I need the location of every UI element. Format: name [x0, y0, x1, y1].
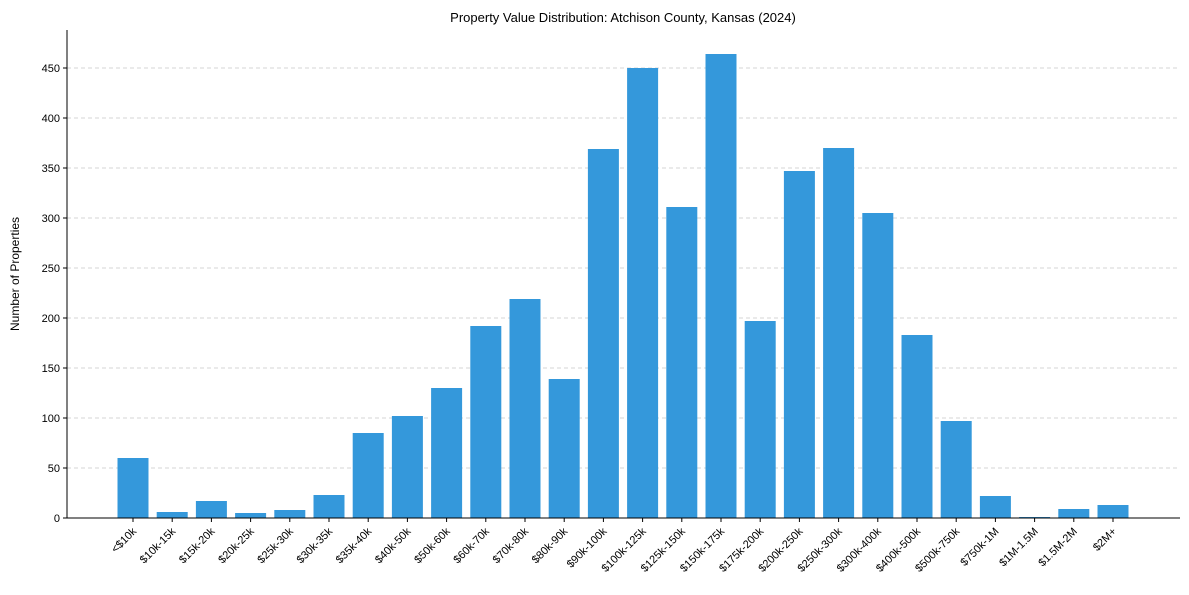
y-axis-ticks: 0 50 100 150 200 250 300 350 400 450 — [42, 63, 67, 525]
bar — [391, 416, 423, 518]
bar — [705, 54, 737, 518]
bar — [940, 421, 972, 518]
bar — [744, 321, 776, 518]
bar — [627, 68, 659, 518]
bar — [823, 148, 855, 518]
y-tick-label: 350 — [42, 163, 60, 175]
bar — [509, 299, 541, 518]
gridlines — [67, 67, 1180, 469]
y-tick-label: 250 — [42, 263, 60, 275]
x-tick-label: $1.5M-2M — [1036, 526, 1080, 570]
bar — [117, 458, 149, 518]
y-tick-label: 300 — [42, 213, 60, 225]
x-tick-label: $15k-20k — [177, 525, 218, 566]
x-tick-label: $30k-35k — [295, 525, 336, 566]
y-axis-label: Number of Properties — [8, 217, 22, 331]
y-tick-label: 200 — [42, 313, 60, 325]
x-tick-label: $10k-15k — [138, 525, 179, 566]
bar — [195, 501, 227, 518]
y-tick-label: 50 — [48, 463, 60, 475]
bar — [470, 326, 502, 518]
y-tick-label: 150 — [42, 363, 60, 375]
bar — [313, 495, 345, 518]
y-tick-label: 400 — [42, 113, 60, 125]
x-tick-label: $2M+ — [1091, 526, 1119, 554]
x-axis-ticks: <$10k$10k-15k$15k-20k$20k-25k$25k-30k$30… — [109, 518, 1119, 575]
bar — [156, 512, 188, 518]
chart-title: Property Value Distribution: Atchison Co… — [450, 10, 796, 25]
y-tick-label: 450 — [42, 63, 60, 75]
y-tick-label: 100 — [42, 413, 60, 425]
x-tick-label: $750k-1M — [958, 526, 1001, 569]
bar — [274, 510, 306, 518]
x-tick-label: $70k-80k — [491, 525, 532, 566]
bar — [901, 335, 933, 518]
x-tick-label: $80k-90k — [530, 525, 571, 566]
bar — [1097, 505, 1129, 518]
bars — [117, 54, 1129, 518]
x-tick-label: $60k-70k — [451, 525, 492, 566]
bar — [548, 379, 580, 518]
y-tick-label: 0 — [54, 513, 60, 525]
x-tick-label: $40k-50k — [373, 525, 414, 566]
x-tick-label: $25k-30k — [255, 525, 296, 566]
x-tick-label: $1M-1.5M — [997, 526, 1041, 570]
bar — [431, 388, 463, 518]
bar — [587, 149, 619, 518]
bar — [352, 433, 384, 518]
x-tick-label: $20k-25k — [216, 525, 257, 566]
bar — [783, 171, 815, 518]
bar — [862, 213, 894, 518]
bar — [1058, 509, 1090, 518]
x-tick-label: <$10k — [109, 525, 139, 555]
bar — [979, 496, 1011, 518]
bar — [235, 513, 267, 518]
x-tick-label: $50k-60k — [412, 525, 453, 566]
bar — [666, 207, 698, 518]
x-tick-label: $35k-40k — [334, 525, 375, 566]
